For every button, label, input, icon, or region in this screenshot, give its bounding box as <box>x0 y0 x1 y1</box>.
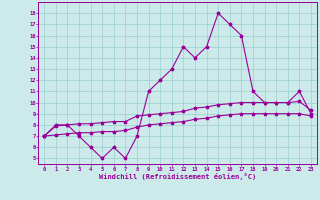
X-axis label: Windchill (Refroidissement éolien,°C): Windchill (Refroidissement éolien,°C) <box>99 173 256 180</box>
